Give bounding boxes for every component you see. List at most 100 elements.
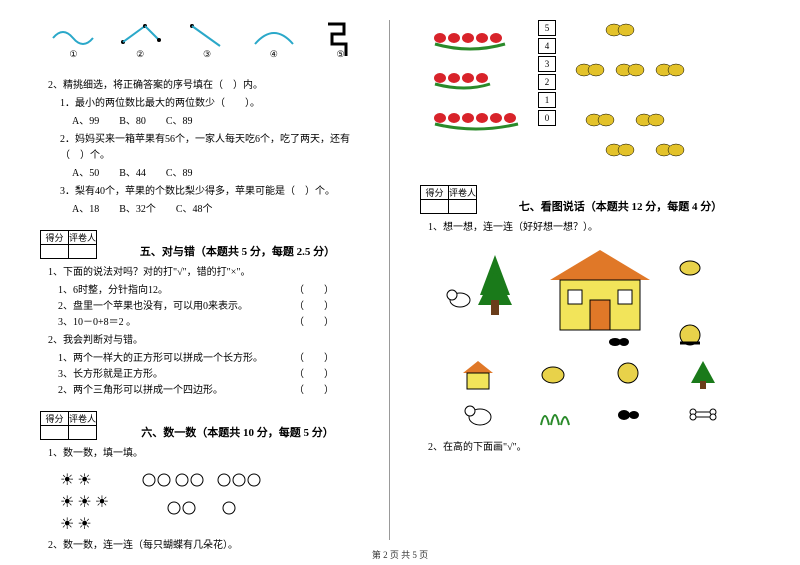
left-column: ① ② ③ ④ ⑤ 2、精挑细选，将正确答案的序号填在（ ）内。 1．最小的两位… [40, 20, 390, 540]
sec6-title: 六、数一数（本题共 10 分，每题 5 分） [101, 424, 374, 440]
sun-icon: ☀ [60, 470, 74, 490]
sun-icon: ☀ [60, 514, 74, 534]
right-column: 5 4 3 2 1 0 [410, 20, 760, 540]
sun-icon: ☀ [60, 492, 74, 512]
num-box-4: 4 [538, 38, 556, 54]
sun-icon: ☀ [95, 492, 109, 512]
sec5-g2-3: 2、两个三角形可以拼成一个四边形。 （ ） [40, 383, 374, 399]
num-box-0: 0 [538, 110, 556, 126]
sec7-q1: 1、想一想，连一连（好好想一想？）。 [428, 220, 760, 236]
q2-1-opts: A、99 B、80 C、89 [48, 114, 374, 130]
q2-2-opts: A、50 B、44 C、89 [48, 166, 374, 182]
num-box-3: 3 [538, 56, 556, 72]
sun-icon: ☀ [77, 514, 91, 534]
tf-text: 3、10－0+8＝2 。 [58, 315, 136, 331]
line-shapes-row: ① ② ③ ④ ⑤ [40, 20, 374, 70]
match-row-1 [440, 356, 740, 392]
q2-stem: 2、精挑细选，将正确答案的序号填在（ ）内。 [48, 78, 374, 94]
snail-icon [607, 356, 649, 392]
q2-3: 3．梨有40个，苹果的个数比梨少得多，苹果可能是（ ）个。 [48, 184, 374, 200]
sec6-header: 得分评卷人 六、数一数（本题共 10 分，每题 5 分） [40, 411, 374, 440]
sec5-g1-3: 3、10－0+8＝2 。 （ ） [40, 315, 374, 331]
line-shape-1: ① [48, 20, 98, 60]
scene-svg [440, 240, 740, 350]
grass-icon [532, 396, 574, 432]
num-box-2: 2 [538, 74, 556, 90]
flowers-left-svg [420, 20, 530, 170]
paren: （ ） [294, 283, 334, 299]
grader-blank [449, 200, 477, 214]
tf-text: 3、长方形就是正方形。 [58, 367, 163, 383]
apples-svg [134, 468, 264, 523]
sec6-q1: 1、数一数，填一填。 [48, 446, 374, 462]
grader-blank [69, 245, 97, 259]
tf-text: 1、6时整，分针指向12。 [58, 283, 168, 299]
grader-cell: 评卷人 [69, 231, 97, 245]
sun-icon: ☀ [77, 492, 91, 512]
grader-blank [69, 426, 97, 440]
ant-icon [607, 396, 649, 432]
q2-1: 1．最小的两位数比最大的两位数少（ ）。 [48, 96, 374, 112]
sec5-title: 五、对与错（本题共 5 分，每题 2.5 分） [101, 243, 374, 259]
paren: （ ） [294, 299, 334, 315]
score-cell: 得分 [41, 231, 69, 245]
line-label-2: ② [136, 49, 144, 60]
line-label-4: ④ [270, 49, 278, 60]
sun-group: ☀☀ ☀☀☀ ☀☀ [60, 468, 109, 536]
tree-icon [682, 356, 724, 392]
sec7-header: 得分评卷人 七、看图说话（本题共 12 分，每题 4 分） [420, 185, 760, 214]
tf-text: 2、盘里一个苹果也没有，可以用0来表示。 [58, 299, 248, 315]
line-shape-2: ② [115, 20, 165, 60]
line-label-1: ① [69, 49, 77, 60]
score-blank [41, 426, 69, 440]
tf-text: 1、两个一样大的正方形可以拼成一个长方形。 [58, 351, 263, 367]
house-icon [457, 356, 499, 392]
num-box-5: 5 [538, 20, 556, 36]
line-shape-3: ③ [182, 20, 232, 60]
sun-icon: ☀ [77, 470, 91, 490]
sec5-g1stem: 1、下面的说法对吗？对的打"√"，错的打"×"。 [48, 265, 374, 281]
score-cell: 得分 [41, 412, 69, 426]
paren: （ ） [294, 367, 334, 383]
dog-icon [457, 396, 499, 432]
grader-cell: 评卷人 [449, 186, 477, 200]
sec5-g1-2: 2、盘里一个苹果也没有，可以用0来表示。 （ ） [40, 299, 374, 315]
score-table-7: 得分评卷人 [420, 185, 477, 214]
sec5-g2stem: 2、我会判断对与错。 [48, 333, 374, 349]
line-shape-4: ④ [249, 20, 299, 60]
grader-cell: 评卷人 [69, 412, 97, 426]
paren: （ ） [294, 383, 334, 399]
tf-text: 2、两个三角形可以拼成一个四边形。 [58, 383, 223, 399]
butterfly-match-area: 5 4 3 2 1 0 [420, 20, 760, 173]
num-box-1: 1 [538, 92, 556, 108]
score-cell: 得分 [421, 186, 449, 200]
score-blank [41, 245, 69, 259]
butterfly-groups-right [564, 20, 714, 173]
number-boxes: 5 4 3 2 1 0 [538, 20, 556, 173]
match-row-2 [440, 396, 740, 432]
chick-icon [532, 356, 574, 392]
q2-3-opts: A、18 B、32个 C、48个 [48, 202, 374, 218]
score-table-5: 得分评卷人 [40, 230, 97, 259]
sec5-g2-2: 3、长方形就是正方形。 （ ） [40, 367, 374, 383]
paren: （ ） [294, 315, 334, 331]
score-table-6: 得分评卷人 [40, 411, 97, 440]
score-blank [421, 200, 449, 214]
flower-groups-left [420, 20, 530, 173]
line-label-5: ⑤ [337, 49, 345, 60]
match-scene [440, 240, 740, 350]
page-footer: 第 2 页 共 5 页 [0, 548, 800, 561]
count-area: ☀☀ ☀☀☀ ☀☀ [60, 468, 374, 536]
apple-group [134, 468, 264, 536]
sec5-g2-1: 1、两个一样大的正方形可以拼成一个长方形。 （ ） [40, 351, 374, 367]
sec7-title: 七、看图说话（本题共 12 分，每题 4 分） [481, 198, 760, 214]
paren: （ ） [294, 351, 334, 367]
line-label-3: ③ [203, 49, 211, 60]
bone-icon [682, 396, 724, 432]
sec5-header: 得分评卷人 五、对与错（本题共 5 分，每题 2.5 分） [40, 230, 374, 259]
sec7-q2: 2、在高的下面画"√"。 [428, 440, 760, 456]
sec5-g1-1: 1、6时整，分针指向12。 （ ） [40, 283, 374, 299]
line-shape-5: ⑤ [316, 20, 366, 60]
q2-2: 2．妈妈买来一箱苹果有56个，一家人每天吃6个，吃了两天，还有（ ）个。 [48, 132, 374, 164]
butterflies-svg [564, 20, 714, 170]
